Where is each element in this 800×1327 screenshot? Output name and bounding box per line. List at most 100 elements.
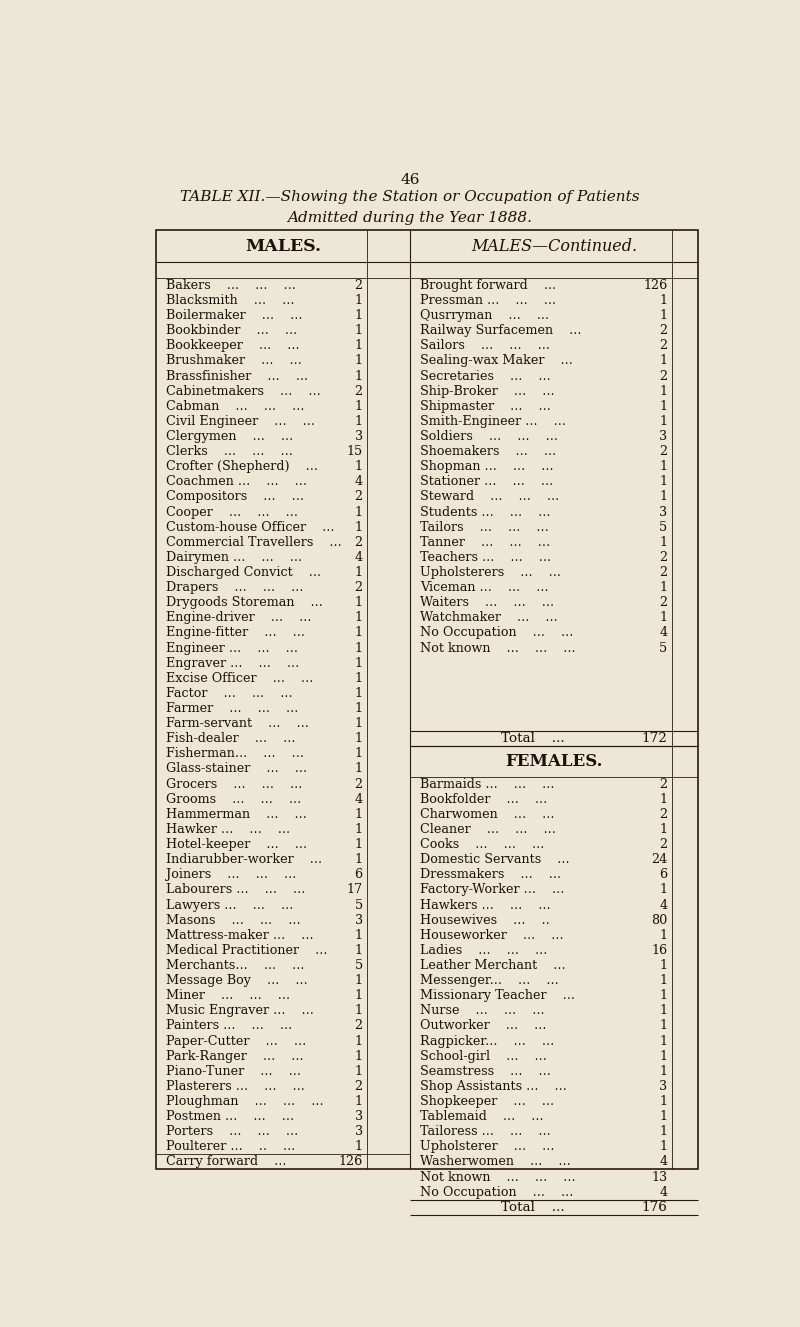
- Text: 1: 1: [354, 929, 362, 942]
- Text: 2: 2: [659, 778, 667, 791]
- Text: 1: 1: [354, 506, 362, 519]
- Text: 2: 2: [659, 596, 667, 609]
- Text: Railway Surfacemen    ...: Railway Surfacemen ...: [420, 324, 582, 337]
- Text: Students ...    ...    ...: Students ... ... ...: [420, 506, 550, 519]
- Text: 1: 1: [354, 354, 362, 368]
- Text: Custom-house Officer    ...: Custom-house Officer ...: [166, 520, 334, 533]
- Text: 17: 17: [346, 884, 362, 897]
- Text: 1: 1: [354, 324, 362, 337]
- Text: Engine-fitter    ...    ...: Engine-fitter ... ...: [166, 626, 305, 640]
- Text: 1: 1: [354, 295, 362, 307]
- Bar: [156, 230, 698, 1169]
- Text: 1: 1: [659, 1140, 667, 1153]
- Text: 1: 1: [354, 747, 362, 760]
- Text: Houseworker    ...    ...: Houseworker ... ...: [420, 929, 564, 942]
- Text: 1: 1: [659, 354, 667, 368]
- Text: Commercial Travellers    ...: Commercial Travellers ...: [166, 536, 342, 549]
- Text: Watchmaker    ...    ...: Watchmaker ... ...: [420, 612, 558, 625]
- Text: 172: 172: [642, 733, 667, 746]
- Text: Masons    ...    ...    ...: Masons ... ... ...: [166, 913, 301, 926]
- Text: 1: 1: [354, 596, 362, 609]
- Text: 176: 176: [642, 1201, 667, 1214]
- Text: 1: 1: [659, 295, 667, 307]
- Text: Excise Officer    ...    ...: Excise Officer ... ...: [166, 671, 314, 685]
- Text: Steward    ...    ...    ...: Steward ... ... ...: [420, 491, 559, 503]
- Text: 24: 24: [651, 853, 667, 867]
- Text: 1: 1: [354, 989, 362, 1002]
- Text: 2: 2: [354, 778, 362, 791]
- Text: 1: 1: [354, 657, 362, 670]
- Text: 1: 1: [354, 369, 362, 382]
- Text: TABLE XII.—Showing the Station or Occupation of Patients: TABLE XII.—Showing the Station or Occupa…: [180, 190, 640, 204]
- Text: Tailors    ...    ...    ...: Tailors ... ... ...: [420, 520, 549, 533]
- Text: Mattress-maker ...    ...: Mattress-maker ... ...: [166, 929, 314, 942]
- Text: Plasterers ...    ...    ...: Plasterers ... ... ...: [166, 1080, 305, 1093]
- Text: Bookkeeper    ...    ...: Bookkeeper ... ...: [166, 340, 299, 353]
- Text: 1: 1: [354, 943, 362, 957]
- Text: 1: 1: [354, 1050, 362, 1063]
- Text: Farmer    ...    ...    ...: Farmer ... ... ...: [166, 702, 298, 715]
- Text: 2: 2: [659, 567, 667, 579]
- Text: 2: 2: [659, 551, 667, 564]
- Text: FEMALES.: FEMALES.: [506, 752, 603, 770]
- Text: 1: 1: [659, 1095, 667, 1108]
- Text: Outworker    ...    ...: Outworker ... ...: [420, 1019, 546, 1032]
- Text: Fish-dealer    ...    ...: Fish-dealer ... ...: [166, 733, 295, 746]
- Text: 2: 2: [354, 1019, 362, 1032]
- Text: 1: 1: [354, 520, 362, 533]
- Text: Bookfolder    ...    ...: Bookfolder ... ...: [420, 792, 547, 805]
- Text: Sealing-wax Maker    ...: Sealing-wax Maker ...: [420, 354, 573, 368]
- Text: Tailoress ...    ...    ...: Tailoress ... ... ...: [420, 1125, 551, 1139]
- Text: 3: 3: [659, 506, 667, 519]
- Text: 1: 1: [659, 884, 667, 897]
- Text: 1: 1: [659, 929, 667, 942]
- Text: 1: 1: [659, 1005, 667, 1018]
- Text: Grooms    ...    ...    ...: Grooms ... ... ...: [166, 792, 301, 805]
- Text: 1: 1: [354, 612, 362, 625]
- Text: Seamstress    ...    ...: Seamstress ... ...: [420, 1064, 551, 1078]
- Text: 1: 1: [354, 687, 362, 699]
- Text: Clerks    ...    ...    ...: Clerks ... ... ...: [166, 445, 293, 458]
- Text: 1: 1: [659, 399, 667, 413]
- Text: 1: 1: [354, 733, 362, 746]
- Text: Ladies    ...    ...    ...: Ladies ... ... ...: [420, 943, 547, 957]
- Text: 15: 15: [346, 445, 362, 458]
- Text: 4: 4: [354, 475, 362, 488]
- Text: Painters ...    ...    ...: Painters ... ... ...: [166, 1019, 292, 1032]
- Text: Nurse    ...    ...    ...: Nurse ... ... ...: [420, 1005, 545, 1018]
- Text: 2: 2: [659, 369, 667, 382]
- Text: 1: 1: [354, 974, 362, 987]
- Text: MALES—Continued.: MALES—Continued.: [471, 238, 638, 255]
- Text: Discharged Convict    ...: Discharged Convict ...: [166, 567, 321, 579]
- Text: 2: 2: [354, 1080, 362, 1093]
- Text: Farm-servant    ...    ...: Farm-servant ... ...: [166, 717, 309, 730]
- Text: Ploughman    ...    ...    ...: Ploughman ... ... ...: [166, 1095, 323, 1108]
- Text: 2: 2: [354, 581, 362, 594]
- Text: 4: 4: [659, 1156, 667, 1169]
- Text: 1: 1: [659, 309, 667, 322]
- Text: Bakers    ...    ...    ...: Bakers ... ... ...: [166, 279, 296, 292]
- Text: Engraver ...    ...    ...: Engraver ... ... ...: [166, 657, 299, 670]
- Text: Total    ...: Total ...: [501, 733, 564, 746]
- Text: School-girl    ...    ...: School-girl ... ...: [420, 1050, 547, 1063]
- Text: 1: 1: [354, 626, 362, 640]
- Text: 1: 1: [659, 989, 667, 1002]
- Text: 1: 1: [354, 853, 362, 867]
- Text: Park-Ranger    ...    ...: Park-Ranger ... ...: [166, 1050, 303, 1063]
- Text: Shopman ...    ...    ...: Shopman ... ... ...: [420, 460, 554, 474]
- Text: 4: 4: [659, 1185, 667, 1198]
- Text: 1: 1: [354, 641, 362, 654]
- Text: Brushmaker    ...    ...: Brushmaker ... ...: [166, 354, 302, 368]
- Text: 1: 1: [354, 671, 362, 685]
- Text: 5: 5: [659, 641, 667, 654]
- Text: Medical Practitioner    ...: Medical Practitioner ...: [166, 943, 327, 957]
- Text: Housewives    ...    ..: Housewives ... ..: [420, 913, 550, 926]
- Text: Waiters    ...    ...    ...: Waiters ... ... ...: [420, 596, 554, 609]
- Text: 4: 4: [659, 626, 667, 640]
- Text: 1: 1: [354, 717, 362, 730]
- Text: Cabman    ...    ...    ...: Cabman ... ... ...: [166, 399, 304, 413]
- Text: Engineer ...    ...    ...: Engineer ... ... ...: [166, 641, 298, 654]
- Text: 3: 3: [354, 1111, 362, 1123]
- Text: Smith-Engineer ...    ...: Smith-Engineer ... ...: [420, 415, 566, 427]
- Text: 80: 80: [651, 913, 667, 926]
